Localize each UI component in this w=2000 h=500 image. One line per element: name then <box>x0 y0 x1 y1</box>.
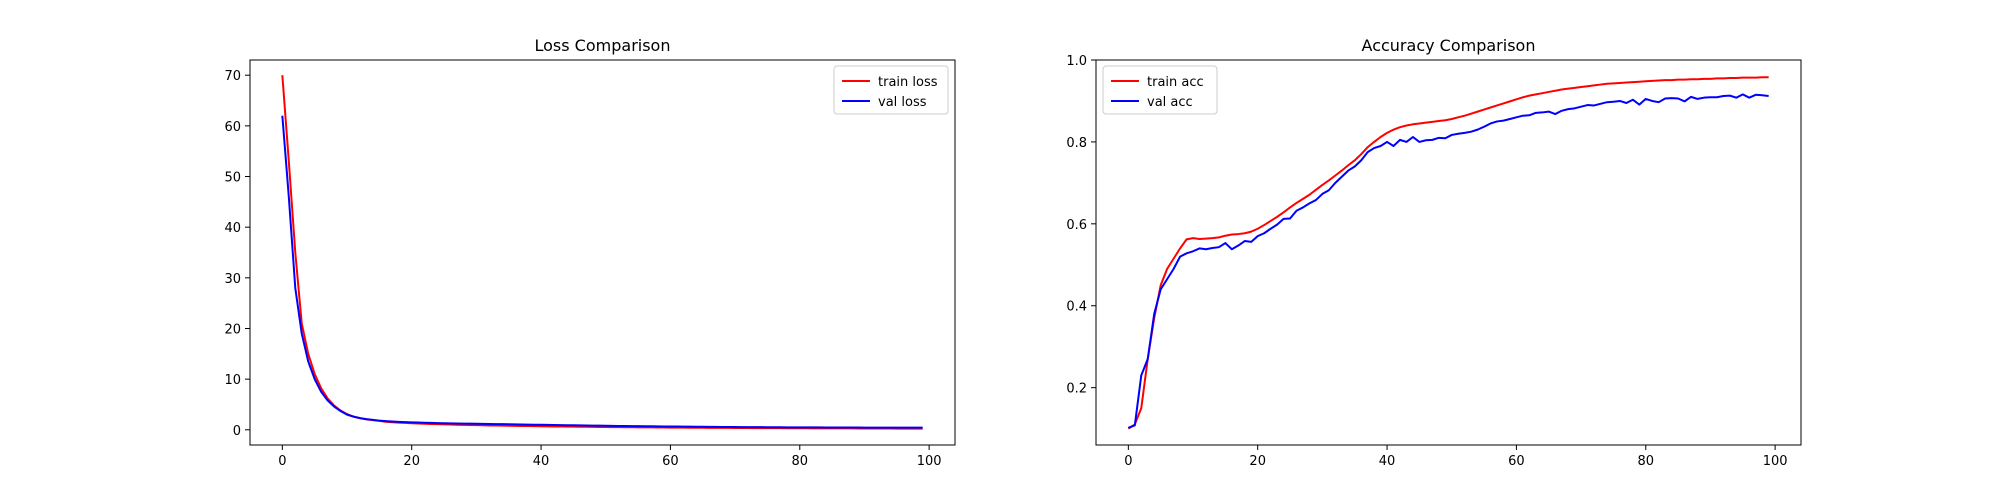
accuracy-chart-series-train-acc <box>1127 76 1769 430</box>
loss-chart-title: Loss Comparison <box>535 36 671 55</box>
loss-chart-x-tick-label: 60 <box>662 454 679 469</box>
accuracy-chart: Accuracy Comparison 0 20 40 60 80 100 0.2 0.4 0.… <box>1066 36 1802 469</box>
accuracy-chart-x-tick-label: 20 <box>1249 454 1266 469</box>
accuracy-chart-y-tick-label: 1.0 <box>1066 54 1087 69</box>
accuracy-chart-x-tick-label: 60 <box>1508 454 1525 469</box>
loss-chart-y-tick-label: 10 <box>224 373 241 388</box>
accuracy-chart-legend: train acc val acc <box>1102 65 1218 115</box>
accuracy-chart-plot-frame <box>1095 59 1802 446</box>
accuracy-chart-legend-label: train acc <box>1147 75 1204 90</box>
loss-chart-x-tick-label: 100 <box>917 454 942 469</box>
loss-chart-x-tick-label: 40 <box>533 454 550 469</box>
accuracy-chart-y-tick-label: 0.4 <box>1066 300 1087 315</box>
loss-chart-legend: train loss val loss <box>833 65 949 115</box>
accuracy-chart-y-tick-label: 0.2 <box>1066 382 1087 397</box>
loss-chart-series-val-loss <box>281 115 923 429</box>
loss-chart-plot-frame <box>249 59 956 446</box>
accuracy-chart-series-val-acc <box>1127 93 1769 429</box>
accuracy-chart-x-tick-label: 80 <box>1637 454 1654 469</box>
loss-chart-legend-label: val loss <box>878 95 927 110</box>
loss-chart-x-tick-label: 80 <box>791 454 808 469</box>
loss-chart-y-tick-label: 50 <box>224 171 241 186</box>
accuracy-chart-x-tick-label: 100 <box>1763 454 1788 469</box>
accuracy-chart-title: Accuracy Comparison <box>1362 36 1536 55</box>
loss-chart-y-tick-label: 0 <box>233 424 241 439</box>
accuracy-chart-y-tick-label: 0.8 <box>1066 136 1087 151</box>
loss-chart-x-tick-label: 20 <box>403 454 420 469</box>
accuracy-chart-y-tick-label: 0.6 <box>1066 218 1087 233</box>
loss-chart-y-tick-label: 30 <box>224 272 241 287</box>
loss-chart-y-tick-label: 60 <box>224 120 241 135</box>
loss-chart-y-tick-label: 40 <box>224 221 241 236</box>
accuracy-chart-x-tick-label: 40 <box>1379 454 1396 469</box>
accuracy-chart-x-tick-label: 0 <box>1124 454 1132 469</box>
loss-chart: Loss Comparison 0 20 40 60 80 100 0 10 20 30 40 50 6… <box>224 36 956 469</box>
accuracy-chart-legend-label: val acc <box>1147 95 1193 110</box>
loss-chart-y-tick-label: 70 <box>224 69 241 84</box>
loss-chart-y-tick-label: 20 <box>224 322 241 337</box>
loss-chart-x-tick-label: 0 <box>278 454 286 469</box>
loss-chart-legend-label: train loss <box>878 75 938 90</box>
